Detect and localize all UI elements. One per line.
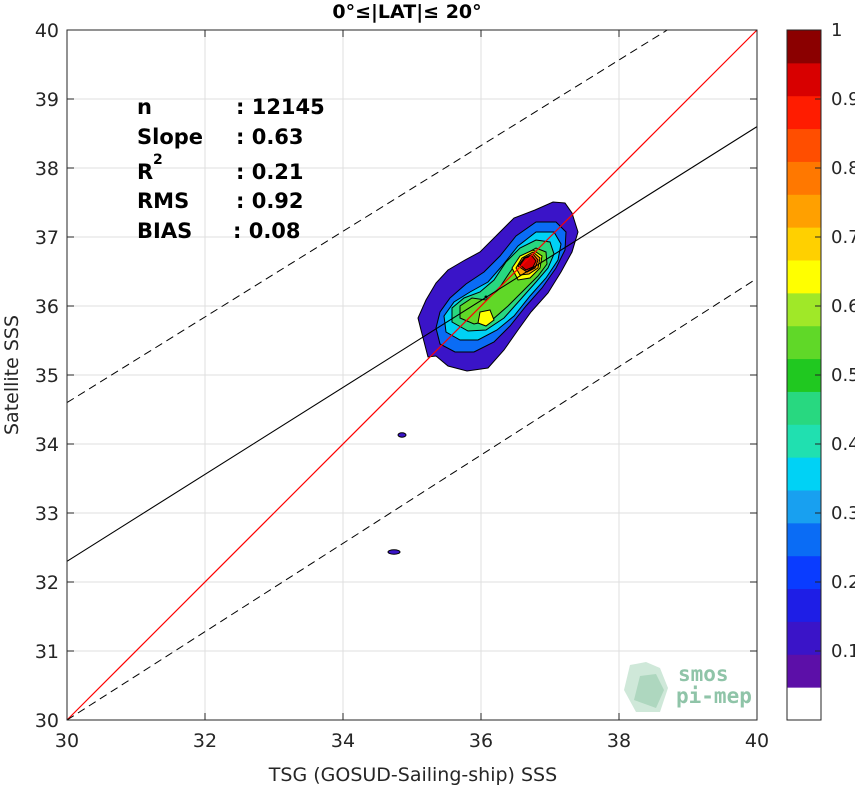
y-tick-label: 32 [35, 572, 59, 594]
x-axis-title: TSG (GOSUD-Sailing-ship) SSS [268, 764, 557, 786]
colorbar-ticks: 0.1 0.2 0.3 0.4 0.5 0.6 0.7 0.8 0.9 1 [815, 20, 855, 662]
x-tick-label: 32 [193, 730, 217, 752]
colorbar-segment [787, 588, 821, 622]
y-tick-label: 40 [35, 20, 59, 42]
colorbar-segment [787, 227, 821, 261]
colorbar-tick-label: 0.9 [831, 89, 855, 110]
axis-ticks: 30 32 34 36 38 40 30 31 32 33 34 35 36 37 38 39 40 [35, 20, 769, 752]
stat-rms-value: : 0.92 [236, 189, 304, 213]
y-tick-label: 39 [35, 89, 59, 111]
stat-rms-key: RMS [137, 189, 189, 213]
stat-r2-sup: 2 [153, 152, 163, 168]
x-tick-label: 34 [331, 730, 355, 752]
y-tick-label: 36 [35, 296, 59, 318]
y-tick-label: 30 [35, 710, 59, 732]
colorbar-segment [787, 687, 821, 721]
plot-title: 0°≤|LAT|≤ 20° [332, 1, 481, 23]
colorbar-tick-label: 0.3 [831, 503, 855, 524]
colorbar-segment [787, 490, 821, 524]
colorbar-tick-label: 0.8 [831, 158, 855, 179]
y-tick-label: 34 [35, 434, 59, 456]
reference-lines [66, 29, 758, 721]
stat-n-key: n [137, 95, 152, 119]
colorbar-tick-label: 0.2 [831, 572, 855, 593]
y-tick-label: 38 [35, 158, 59, 180]
y-tick-label: 31 [35, 641, 59, 663]
colorbar-tick-label: 0.1 [831, 641, 855, 662]
colorbar-segment [787, 325, 821, 360]
identity-line [66, 29, 758, 721]
contour-level-9 [519, 255, 537, 271]
colorbar [787, 30, 821, 721]
x-tick-label: 40 [745, 730, 769, 752]
outlier-blob-1 [397, 432, 407, 438]
regression-line [66, 126, 758, 562]
colorbar-segment [787, 62, 821, 97]
colorbar-segment [787, 391, 821, 425]
colorbar-segment [787, 194, 821, 228]
x-tick-label: 38 [607, 730, 631, 752]
colorbar-segment [787, 128, 821, 162]
colorbar-segment [787, 292, 821, 327]
y-axis-title: Satellite SSS [1, 315, 23, 435]
stat-slope-value: : 0.63 [236, 125, 304, 149]
colorbar-segment [787, 522, 821, 557]
stat-n-value: : 12145 [236, 95, 325, 119]
colorbar-tick-label: 0.5 [831, 365, 855, 386]
y-tick-label: 35 [35, 365, 59, 387]
colorbar-tick-label: 0.6 [831, 296, 855, 317]
smos-pi-mep-logo: smos pi-mep [624, 662, 752, 712]
colorbar-segment [787, 161, 821, 195]
stats-block: n : 12145 Slope : 0.63 R 2 : 0.21 RMS : … [137, 95, 325, 243]
colorbar-segment [787, 95, 821, 130]
colorbar-segment [787, 424, 821, 458]
logo-text-line2: pi-mep [676, 684, 752, 708]
colorbar-tick-label: 1 [831, 20, 842, 41]
y-tick-label: 37 [35, 227, 59, 249]
x-tick-label: 30 [55, 730, 79, 752]
logo-text-line1: smos [678, 662, 729, 686]
stat-bias-value: : 0.08 [233, 219, 301, 243]
colorbar-segment [787, 555, 821, 590]
colorbar-segment [787, 654, 821, 688]
stat-slope-key: Slope [137, 125, 203, 149]
x-tick-label: 36 [469, 730, 493, 752]
stat-r2-key: R [137, 160, 153, 184]
colorbar-segment [787, 457, 821, 491]
colorbar-tick-label: 0.4 [831, 434, 855, 455]
outlier-blob-2 [387, 549, 401, 555]
stat-bias-key: BIAS [137, 219, 192, 243]
stat-r2-value: : 0.21 [236, 160, 304, 184]
colorbar-tick-label: 0.7 [831, 227, 855, 248]
lower-bound-line [66, 277, 758, 721]
colorbar-segment [787, 260, 821, 294]
grid [66, 29, 758, 721]
y-tick-label: 33 [35, 503, 59, 525]
colorbar-segment [787, 30, 821, 64]
upper-bound-line [66, 29, 668, 404]
colorbar-segment [787, 621, 821, 655]
